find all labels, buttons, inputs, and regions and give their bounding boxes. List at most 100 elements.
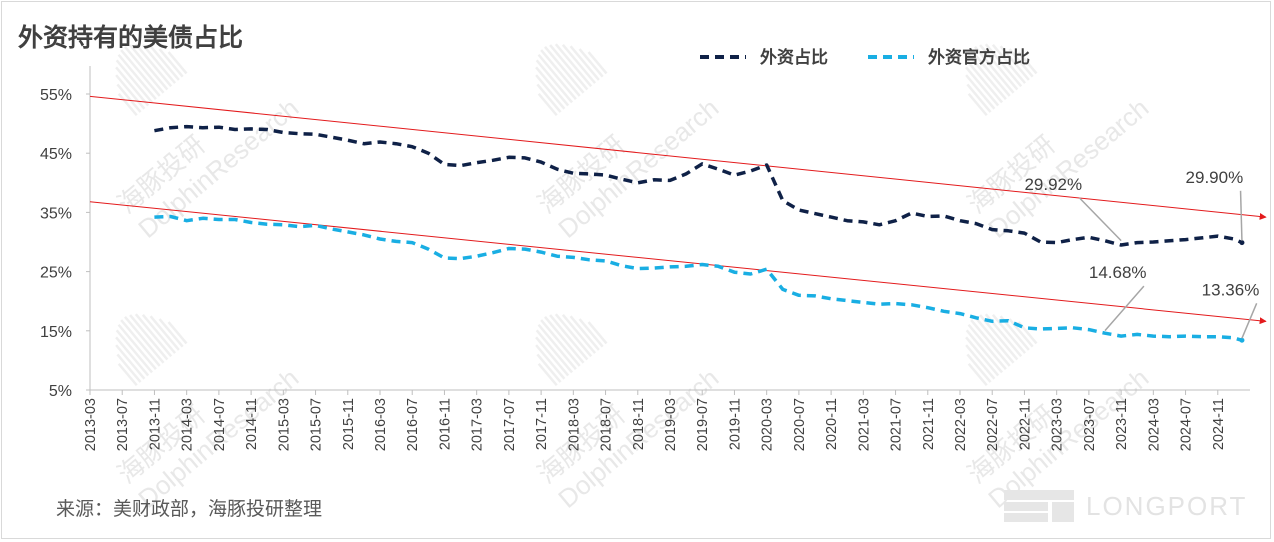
- x-tick-label: 2022-07: [985, 398, 1001, 451]
- watermark-bar: [134, 313, 173, 358]
- watermark-bar: [544, 45, 585, 94]
- watermark-bar: [540, 49, 581, 97]
- watermark-bar: [535, 329, 574, 374]
- watermark-bar: [984, 313, 1023, 358]
- watermark-bar: [1008, 48, 1034, 78]
- watermark-bar: [537, 93, 558, 117]
- watermark-bar: [991, 314, 1026, 354]
- watermark-bar: [965, 344, 996, 380]
- watermark-bar: [578, 48, 604, 78]
- x-tick-label: 2016-07: [405, 398, 421, 451]
- watermark-bar: [970, 49, 1011, 97]
- axes: 5% 15% 25% 35% 45% 55% 2013-03 2013-07 2013-11 20…: [40, 66, 1250, 451]
- x-tick-label: 2020-07: [792, 398, 808, 451]
- brand-name: LONGPORT: [1086, 490, 1248, 521]
- watermark-bar: [117, 323, 157, 370]
- watermark-bar: [115, 329, 154, 374]
- watermark-bar: [116, 83, 142, 113]
- series-line-0: [154, 124, 1243, 247]
- watermark-bar: [979, 314, 1019, 361]
- watermark-bar: [537, 53, 577, 100]
- watermark-bar: [569, 315, 600, 351]
- y-tick-label: 55%: [40, 87, 72, 104]
- x-tick-label: 2019-11: [727, 398, 743, 450]
- brand-logo: LONGPORT: [1004, 490, 1247, 522]
- x-tick-label: 2014-03: [180, 398, 196, 451]
- watermark-bar: [120, 49, 161, 97]
- annotation-leader: [1239, 190, 1243, 241]
- x-tick-label: 2015-03: [276, 398, 292, 451]
- watermark-bar: [549, 44, 589, 91]
- annotation-label: 29.92%: [1024, 175, 1082, 194]
- watermark-bar: [587, 51, 608, 75]
- watermark-bar: [965, 329, 1004, 374]
- watermark-bar: [967, 93, 988, 117]
- watermark-bar: [965, 66, 1000, 107]
- x-tick-label: 2020-03: [760, 398, 776, 451]
- x-tick-label: 2020-11: [824, 398, 840, 450]
- brand-mark-icon: [1004, 490, 1074, 522]
- y-tick-label: 15%: [40, 324, 72, 341]
- x-tick-label: 2021-03: [856, 398, 872, 451]
- watermark-bar: [115, 336, 150, 377]
- watermark-bar: [117, 53, 157, 100]
- watermark-bar: [578, 318, 604, 348]
- watermark-bar: [535, 59, 574, 104]
- x-tick-label: 2016-11: [437, 398, 453, 450]
- x-tick-label: 2015-07: [309, 398, 325, 451]
- watermark-bar: [167, 321, 188, 345]
- x-tick-label: 2015-11: [341, 398, 357, 450]
- x-tick-label: 2024-03: [1146, 398, 1162, 451]
- watermark-bar: [1008, 318, 1034, 348]
- watermark-bar: [117, 93, 138, 117]
- legend-label: 外资官方占比: [928, 47, 1030, 68]
- x-tick-label: 2017-03: [470, 398, 486, 451]
- watermark-bar: [134, 43, 173, 88]
- x-tick-label: 2013-03: [83, 398, 99, 451]
- watermark-bar: [540, 319, 581, 367]
- watermark-bar: [115, 66, 150, 107]
- watermark-bar: [970, 319, 1011, 367]
- watermark-bar: [966, 83, 992, 113]
- watermark-bar: [979, 44, 1019, 91]
- x-tick-label: 2023-07: [1082, 398, 1098, 451]
- watermark-bar: [554, 313, 593, 358]
- watermark-bar: [966, 353, 992, 383]
- series-line-1: [154, 214, 1243, 342]
- x-tick-label: 2017-07: [502, 398, 518, 451]
- x-tick-label: 2014-11: [244, 398, 260, 450]
- x-tick-label: 2021-11: [921, 398, 937, 450]
- watermark-bar: [141, 44, 176, 84]
- watermark-bar: [537, 323, 577, 370]
- x-tick-label: 2024-07: [1179, 398, 1195, 451]
- watermark-bar: [124, 315, 165, 364]
- annotations: 29.92% 29.90% 14.68% 13.36%: [1024, 168, 1259, 339]
- watermark-bar: [115, 59, 154, 104]
- watermark-bar: [999, 45, 1030, 81]
- watermark-bar: [967, 53, 1007, 100]
- x-tick-label: 2017-11: [534, 398, 550, 450]
- watermark-bar: [984, 43, 1023, 88]
- x-tick-label: 2013-11: [147, 398, 163, 450]
- annotation-label: 14.68%: [1089, 263, 1147, 282]
- annotation-leader: [1241, 302, 1258, 339]
- watermark-bar: [561, 314, 596, 354]
- watermark-bar: [974, 45, 1015, 94]
- x-tick-label: 2019-03: [663, 398, 679, 451]
- watermark-bar: [974, 315, 1015, 364]
- x-tick-label: 2023-03: [1050, 398, 1066, 451]
- y-tick-label: 5%: [49, 383, 72, 400]
- x-tick-label: 2018-03: [566, 398, 582, 451]
- watermark-bar: [561, 44, 596, 84]
- x-tick-label: 2013-07: [115, 398, 131, 451]
- watermark-bar: [965, 74, 996, 110]
- watermark-bar: [967, 323, 1007, 370]
- trend-line: [89, 201, 1267, 325]
- watermark-bar: [569, 45, 600, 81]
- watermark-bar: [965, 59, 1004, 104]
- watermark-bar: [1017, 321, 1038, 345]
